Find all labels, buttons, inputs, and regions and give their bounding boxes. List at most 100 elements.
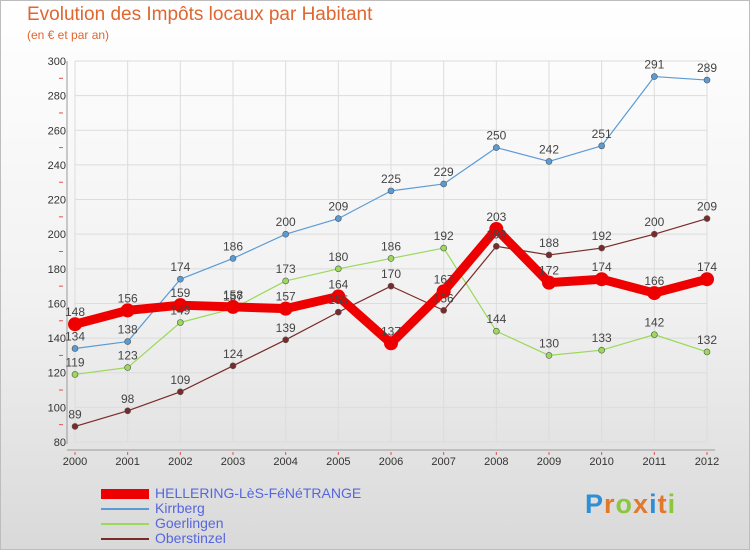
data-point-oberstinzel xyxy=(598,244,605,252)
legend-item-goerlingen: Goerlingen xyxy=(101,516,361,531)
data-point-hellering-l-s-f-n-trange xyxy=(700,272,714,287)
y-tick-label: 260 xyxy=(48,125,66,137)
y-tick-label: 100 xyxy=(48,402,66,414)
data-label-oberstinzel: 209 xyxy=(697,200,717,214)
logo-letter: i xyxy=(649,489,658,519)
data-point-oberstinzel xyxy=(703,215,711,222)
x-tick-label: 2010 xyxy=(589,456,613,468)
data-point-oberstinzel xyxy=(387,282,395,290)
data-point-goerlingen xyxy=(545,352,553,359)
data-point-hellering-l-s-f-n-trange xyxy=(647,286,662,301)
data-point-kirrberg xyxy=(71,345,79,352)
data-label-kirrberg: 250 xyxy=(486,129,506,143)
legend-swatch-hellering xyxy=(101,488,149,499)
data-label-kirrberg: 209 xyxy=(328,200,348,214)
data-point-oberstinzel xyxy=(71,423,79,430)
legend-label-hellering: HELLERING-LèS-FéNéTRANGE xyxy=(155,485,362,501)
data-label-hellering-l-s-f-n-trange: 203 xyxy=(486,210,506,224)
data-label-goerlingen: 119 xyxy=(65,355,84,369)
data-point-kirrberg xyxy=(124,338,131,345)
data-label-goerlingen: 132 xyxy=(697,333,717,347)
data-point-kirrberg xyxy=(703,76,711,84)
x-tick-label: 2011 xyxy=(643,456,667,468)
data-label-goerlingen: 144 xyxy=(486,312,506,326)
data-label-hellering-l-s-f-n-trange: 158 xyxy=(223,288,243,302)
data-label-oberstinzel: 188 xyxy=(539,236,559,250)
data-point-hellering-l-s-f-n-trange xyxy=(226,299,240,314)
data-point-goerlingen xyxy=(335,265,342,273)
y-tick-label: 240 xyxy=(48,160,66,172)
data-point-kirrberg xyxy=(282,230,289,238)
data-point-kirrberg xyxy=(545,158,553,165)
data-label-goerlingen: 133 xyxy=(592,331,612,345)
proxiti-logo: Proxiti xyxy=(585,489,676,520)
legend-swatch-goerlingen xyxy=(101,522,149,525)
legend-item-oberstinzel: Oberstinzel xyxy=(101,531,361,546)
data-point-oberstinzel xyxy=(124,407,131,415)
logo-letter: x xyxy=(633,489,650,519)
data-point-hellering-l-s-f-n-trange xyxy=(594,272,609,287)
data-label-kirrberg: 186 xyxy=(223,239,243,253)
data-point-goerlingen xyxy=(387,255,395,262)
legend-swatch-kirrberg xyxy=(101,507,149,510)
logo-letter: P xyxy=(585,489,605,519)
data-label-hellering-l-s-f-n-trange: 174 xyxy=(592,260,612,274)
data-point-goerlingen xyxy=(282,277,289,285)
data-point-hellering-l-s-f-n-trange xyxy=(331,289,346,304)
data-point-oberstinzel xyxy=(545,251,553,259)
x-tick-label: 2002 xyxy=(168,456,192,468)
x-tick-label: 2008 xyxy=(484,456,508,468)
data-label-goerlingen: 142 xyxy=(644,316,664,330)
data-label-kirrberg: 289 xyxy=(697,61,717,75)
data-point-hellering-l-s-f-n-trange xyxy=(384,336,398,351)
data-label-hellering-l-s-f-n-trange: 167 xyxy=(434,272,454,286)
y-tick-label: 80 xyxy=(54,437,66,449)
x-tick-label: 2009 xyxy=(537,456,561,468)
x-tick-label: 2003 xyxy=(221,456,245,468)
y-tick-label: 180 xyxy=(48,264,66,276)
data-point-oberstinzel xyxy=(177,388,184,396)
logo-letter: r xyxy=(604,489,616,519)
x-tick-label: 2004 xyxy=(273,456,297,468)
data-point-hellering-l-s-f-n-trange xyxy=(542,275,556,290)
y-tick-label: 220 xyxy=(48,195,66,207)
data-label-goerlingen: 130 xyxy=(539,336,559,350)
data-point-goerlingen xyxy=(703,348,711,356)
x-tick-label: 2005 xyxy=(326,456,350,468)
y-tick-label: 280 xyxy=(48,91,66,103)
data-label-kirrberg: 225 xyxy=(381,172,401,186)
x-tick-label: 2012 xyxy=(695,456,719,468)
x-tick-label: 2000 xyxy=(63,456,87,468)
data-label-oberstinzel: 89 xyxy=(68,407,82,421)
data-point-goerlingen xyxy=(177,319,184,326)
data-label-oberstinzel: 200 xyxy=(644,215,664,229)
data-point-hellering-l-s-f-n-trange xyxy=(173,298,188,313)
data-label-kirrberg: 251 xyxy=(592,127,612,141)
data-label-goerlingen: 186 xyxy=(381,239,401,253)
data-label-kirrberg: 138 xyxy=(118,323,138,337)
data-point-oberstinzel xyxy=(493,243,500,250)
data-label-oberstinzel: 193 xyxy=(486,227,506,241)
data-label-hellering-l-s-f-n-trange: 166 xyxy=(644,274,664,288)
data-label-goerlingen: 123 xyxy=(118,349,138,363)
data-label-oberstinzel: 156 xyxy=(434,291,454,305)
y-tick-label: 140 xyxy=(48,333,66,345)
data-label-hellering-l-s-f-n-trange: 156 xyxy=(118,291,138,305)
data-label-kirrberg: 229 xyxy=(434,165,454,179)
chart-subtitle: (en € et par an) xyxy=(27,28,110,42)
data-label-goerlingen: 173 xyxy=(276,262,296,276)
data-point-oberstinzel xyxy=(229,362,237,370)
data-point-kirrberg xyxy=(651,73,658,80)
logo-letter: t xyxy=(657,489,668,519)
legend-label-oberstinzel: Oberstinzel xyxy=(155,530,226,546)
data-point-hellering-l-s-f-n-trange xyxy=(436,284,451,299)
data-point-kirrberg xyxy=(229,255,237,262)
data-label-kirrberg: 200 xyxy=(276,215,296,229)
legend-label-kirrberg: Kirrberg xyxy=(155,500,205,516)
data-label-oberstinzel: 192 xyxy=(592,229,612,243)
legend-swatch-oberstinzel xyxy=(101,537,149,540)
x-tick-label: 2001 xyxy=(115,456,139,468)
data-point-kirrberg xyxy=(335,215,342,222)
data-label-oberstinzel: 139 xyxy=(276,321,296,335)
